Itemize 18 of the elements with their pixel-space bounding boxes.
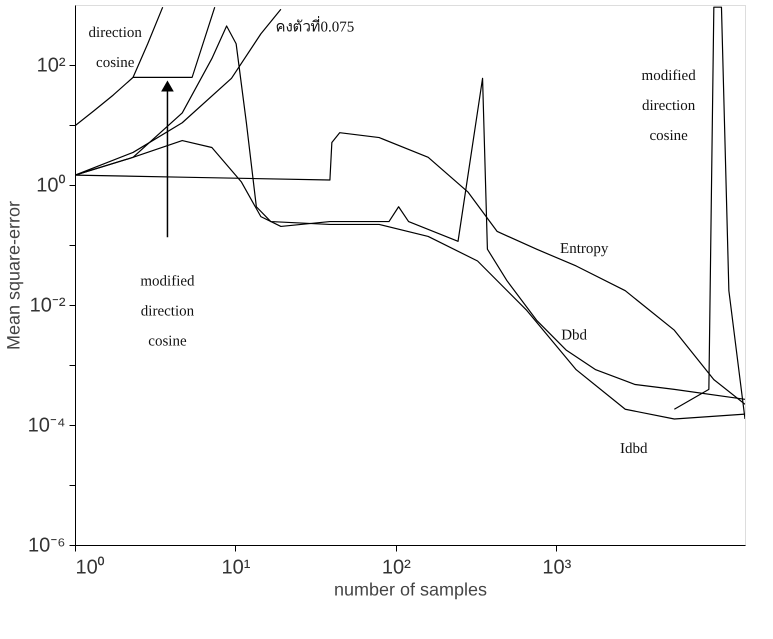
x-tick-label: 10⁰ [76,556,105,578]
annotation: direction cosine [88,25,142,71]
y-axis-title: Mean square-error [4,200,24,350]
annotation: Idbd [620,440,648,457]
x-axis-title: number of samples [334,580,488,600]
y-tick-label: 10⁻² [30,294,66,316]
annotation: modified direction cosine [642,68,696,144]
y-tick-label: 10⁻⁶ [28,534,66,556]
x-tick-label: 10¹ [221,556,251,578]
y-tick-label: 10⁻⁴ [28,414,66,436]
annotation: Dbd [561,327,588,344]
annotation: modified direction cosine [140,273,196,350]
x-tick-label: 10² [382,556,412,578]
annotation: Entropy [560,241,609,257]
y-tick-label: 10² [36,54,66,76]
annotation: คงตัวที่0.075 [275,16,354,36]
y-tick-label: 10⁰ [36,174,66,196]
x-tick-label: 10³ [542,556,572,578]
